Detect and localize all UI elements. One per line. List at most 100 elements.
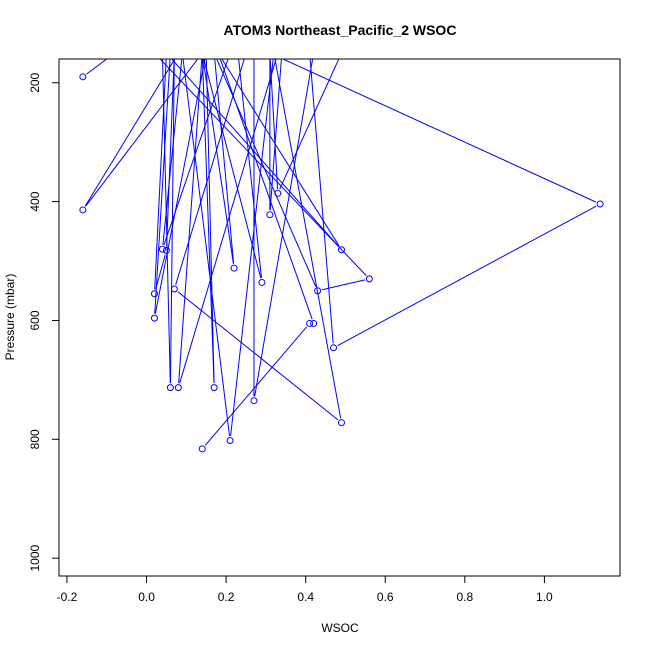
- series-line-segment: [154, 59, 206, 314]
- series-line-segment: [202, 59, 234, 264]
- data-point: [158, 245, 166, 253]
- data-point: [310, 319, 318, 327]
- data-point: [199, 50, 205, 56]
- data-point: [207, 50, 213, 56]
- data-point: [251, 50, 257, 56]
- data-layer: [79, 50, 604, 453]
- data-point: [179, 50, 185, 56]
- data-point: [191, 50, 197, 56]
- data-point: [266, 211, 274, 219]
- data-point: [199, 50, 205, 56]
- series-line-segment: [178, 59, 203, 384]
- data-point: [203, 50, 209, 56]
- x-tick-label: 1.0: [536, 590, 553, 604]
- data-point: [235, 50, 241, 56]
- data-point: [199, 50, 205, 56]
- data-point: [311, 50, 317, 56]
- series-line-segment: [214, 59, 235, 264]
- series-line-segment: [337, 205, 597, 347]
- series-line-segment: [219, 59, 313, 320]
- data-point: [150, 314, 158, 322]
- data-point: [337, 419, 345, 427]
- data-point: [203, 50, 209, 56]
- data-point: [365, 275, 373, 283]
- data-point: [199, 50, 205, 56]
- data-point: [170, 285, 178, 293]
- series-line-segment: [230, 59, 274, 437]
- data-point: [150, 290, 158, 298]
- series-line-segment: [162, 59, 171, 384]
- x-tick-label: -0.2: [57, 590, 78, 604]
- series-line-segment: [154, 59, 167, 290]
- data-point: [267, 50, 273, 56]
- series-line-segment: [203, 59, 262, 279]
- y-tick-label: 1000: [28, 545, 42, 572]
- data-point: [203, 50, 209, 56]
- series-line-segment: [155, 254, 166, 290]
- data-point: [307, 50, 313, 56]
- series-line-segment: [154, 59, 171, 314]
- data-point: [274, 189, 282, 197]
- series-line-segment: [86, 59, 108, 75]
- data-point: [258, 278, 266, 286]
- series-line-segment: [254, 59, 314, 397]
- series-line-segment: [85, 59, 199, 207]
- data-point: [279, 50, 285, 56]
- series-line-segment: [182, 59, 231, 437]
- data-point: [338, 50, 344, 56]
- data-point: [79, 73, 87, 81]
- y-tick-label: 200: [28, 72, 42, 92]
- series-line-segment: [279, 59, 340, 190]
- data-point: [151, 50, 157, 56]
- chart-title: ATOM3 Northeast_Pacific_2 WSOC: [224, 22, 457, 38]
- data-point: [210, 384, 218, 392]
- series-line-segment: [166, 59, 175, 246]
- series-line-segment: [281, 59, 597, 203]
- data-point: [247, 50, 253, 56]
- data-point: [198, 445, 206, 453]
- y-axis: 200 400 600 800 1000: [28, 72, 60, 572]
- series-line-segment: [177, 291, 339, 421]
- series-line-segment: [205, 59, 215, 384]
- data-point: [306, 319, 314, 327]
- data-point: [174, 384, 182, 392]
- series-line-segment: [169, 59, 175, 384]
- series-line-segment: [159, 59, 367, 276]
- data-point: [230, 264, 238, 272]
- data-point: [163, 50, 169, 56]
- data-point: [171, 50, 177, 56]
- x-axis: -0.2 0.0 0.2 0.4 0.6 0.8 1.0: [57, 575, 553, 604]
- data-point: [179, 50, 185, 56]
- data-point: [596, 200, 604, 208]
- series-line-segment: [221, 59, 340, 247]
- data-point: [250, 397, 258, 405]
- y-tick-label: 800: [28, 429, 42, 449]
- series-line-segment: [309, 59, 334, 344]
- series-line-segment: [274, 59, 342, 419]
- data-point: [226, 437, 234, 445]
- x-tick-label: 0.2: [218, 590, 235, 604]
- data-point: [314, 287, 322, 295]
- data-point: [271, 50, 277, 56]
- data-point: [112, 50, 118, 56]
- data-point: [330, 344, 338, 352]
- x-tick-label: 0.6: [377, 590, 394, 604]
- x-tick-label: 0.4: [297, 590, 314, 604]
- data-point: [159, 50, 165, 56]
- data-point: [227, 50, 233, 56]
- data-point: [211, 50, 217, 56]
- data-point: [275, 50, 281, 56]
- series-line-segment: [204, 326, 308, 446]
- series-line-segment: [84, 59, 176, 207]
- series-line-segment: [238, 59, 262, 279]
- data-point: [167, 50, 173, 56]
- data-point: [171, 50, 177, 56]
- x-axis-label: WSOC: [321, 621, 359, 635]
- data-point: [175, 50, 181, 56]
- plot-frame: [58, 58, 621, 577]
- series-line-segment: [179, 59, 277, 384]
- series-line-segment: [201, 59, 215, 384]
- data-point: [215, 50, 221, 56]
- y-axis-label: Pressure (mbar): [3, 274, 17, 361]
